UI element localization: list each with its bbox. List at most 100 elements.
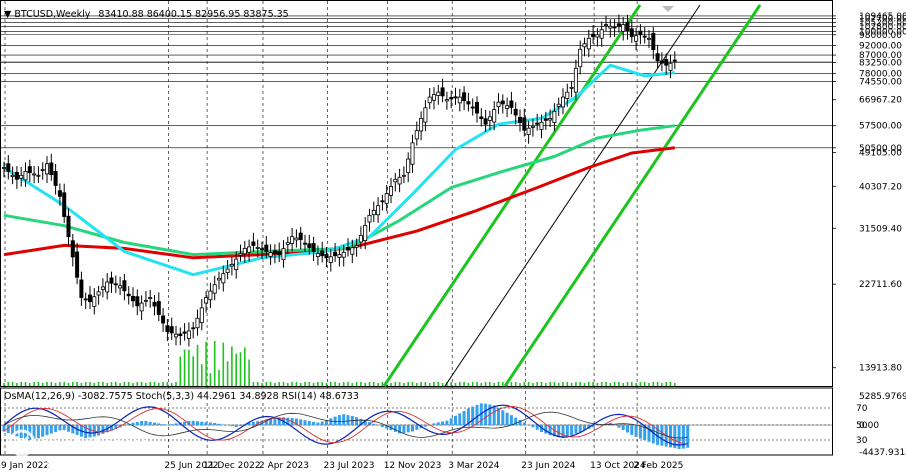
volume-bar [41, 383, 44, 386]
candle-down [543, 118, 548, 121]
volume-bar [274, 383, 276, 386]
candle-down [27, 166, 32, 174]
candle-down [535, 122, 540, 125]
candle-down [638, 30, 643, 36]
y-tick-label: 74550.00 [859, 77, 902, 87]
candle-up [556, 103, 561, 107]
osma-bar [651, 425, 655, 444]
volume-bar [123, 382, 126, 386]
x-tick-label: 3 Mar 2024 [448, 461, 500, 471]
candle-up [268, 252, 273, 257]
x-tick-label: 9 Jan 2022 [1, 461, 49, 471]
candle-up [573, 67, 578, 93]
osma-bar [170, 424, 174, 425]
osma-bar [458, 413, 462, 425]
candle-down [345, 247, 350, 251]
volume-bar [106, 383, 108, 386]
candle-down [152, 301, 157, 307]
channel-lower-line [503, 4, 762, 387]
osma-bar [484, 403, 488, 425]
volume-bar [209, 373, 212, 386]
volume-bar [102, 382, 104, 386]
volume-bar [63, 382, 65, 386]
candle-up [384, 193, 389, 204]
volume-bar [381, 382, 384, 386]
volume-bar [622, 383, 624, 386]
candle-up [539, 121, 544, 130]
volume-bar [553, 382, 556, 386]
volume-bar [231, 346, 233, 386]
osma-bar [256, 421, 260, 425]
candle-up [221, 273, 226, 284]
y-tick-label: 50500.00 [859, 144, 902, 154]
candle-up [328, 256, 333, 263]
candle-down [642, 35, 647, 38]
candle-up [414, 130, 419, 140]
y-tick-label: 100000.00 [859, 27, 906, 37]
volume-bar [80, 383, 83, 386]
volume-bar [631, 382, 633, 386]
volume-bar [489, 382, 491, 386]
volume-bar [527, 382, 530, 386]
osma-bar [329, 418, 333, 425]
candle-down [130, 295, 135, 302]
volume-bar [639, 382, 642, 386]
candle-up [315, 253, 320, 258]
volume-bar [424, 382, 427, 386]
volume-bar [575, 382, 577, 386]
osma-bar [660, 425, 664, 446]
candle-down [6, 163, 11, 172]
osma-bar [269, 418, 273, 425]
volume-bar [222, 342, 225, 386]
x-tick-label: 13 Oct 2024 [590, 461, 646, 471]
rsi-line [3, 411, 688, 439]
candle-down [629, 28, 634, 37]
indicator-frame [0, 387, 833, 456]
candle-up [457, 96, 462, 104]
candle-down [57, 190, 62, 197]
candle-down [651, 32, 656, 51]
volume-bar [437, 382, 440, 386]
volume-bar [562, 382, 564, 386]
support-resistance-lines [0, 15, 832, 149]
symbol-name: BTCUSD,Weekly [14, 9, 90, 20]
osma-bar [355, 417, 359, 425]
watermark-tagline: Instant Forex Trading [46, 459, 150, 471]
candle-down [70, 240, 75, 258]
trend-channels [0, 4, 832, 387]
osma-bar [135, 421, 139, 425]
osma-bar [621, 425, 625, 431]
main-frame [0, 0, 833, 387]
candle-up [216, 277, 221, 281]
volume-bar [403, 383, 405, 386]
volume-bar [600, 382, 603, 386]
y-tick-label: 87000.00 [859, 51, 902, 61]
volume-bar [16, 383, 18, 386]
candle-up [173, 333, 178, 338]
osma-bar [247, 422, 251, 425]
y-tick-label: 66967.20 [859, 96, 902, 106]
osma-bar [307, 420, 311, 425]
candle-down [49, 162, 54, 176]
candle-up [285, 242, 290, 245]
volume-bar [450, 382, 452, 386]
candle-down [466, 101, 471, 105]
osma-bar [436, 422, 440, 425]
volume-bar [480, 383, 483, 386]
candle-down [509, 100, 514, 108]
candle-up [668, 62, 673, 71]
candle-up [634, 35, 639, 42]
osma-bar [505, 412, 509, 425]
volume-bar [213, 341, 216, 386]
osma-bar [303, 420, 307, 425]
candle-up [40, 169, 45, 171]
volume-bar [24, 382, 27, 386]
volume-bar [132, 383, 134, 386]
osma-bar [617, 425, 621, 428]
candle-down [672, 59, 677, 62]
osma-bar [449, 418, 453, 425]
candle-up [582, 43, 587, 48]
volume-bar [162, 382, 164, 386]
osma-bar [131, 422, 135, 425]
